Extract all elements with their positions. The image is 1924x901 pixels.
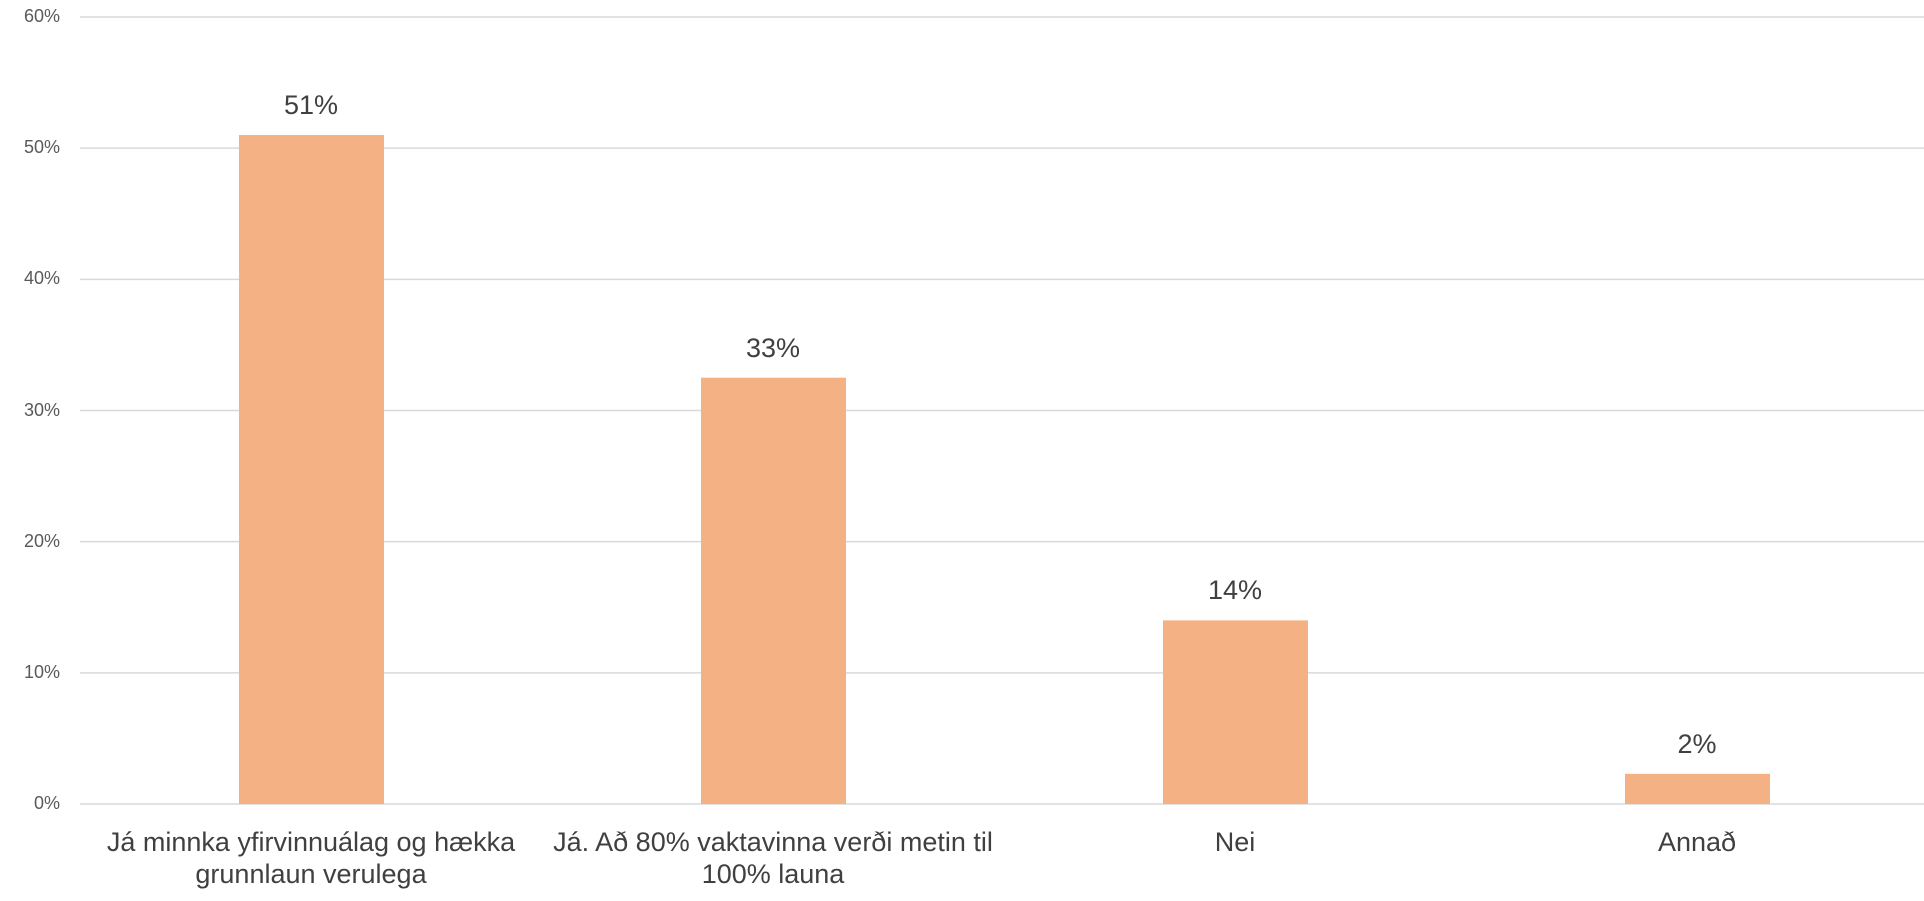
- y-tick-label: 20%: [23, 530, 60, 551]
- bar: [239, 135, 384, 805]
- y-tick-label: 30%: [23, 399, 60, 420]
- x-tick-label: Nei: [1214, 827, 1256, 857]
- y-tick-label: 60%: [23, 6, 60, 27]
- data-label: 51%: [283, 90, 339, 121]
- y-tick-label: 0%: [33, 793, 60, 814]
- x-tick-label: Já. Að 80% vaktavinna verði metin til 10…: [553, 827, 993, 890]
- data-label: 14%: [1207, 575, 1263, 606]
- bar: [701, 377, 846, 804]
- bar: [1625, 773, 1770, 804]
- data-label: 33%: [745, 332, 801, 363]
- x-tick-label: Annað: [1657, 827, 1737, 857]
- y-tick-label: 10%: [23, 662, 60, 683]
- data-label: 2%: [1677, 728, 1717, 759]
- x-tick-label: Já minnka yfirvinnuálag og hækka grunnla…: [106, 827, 516, 890]
- bar: [1163, 620, 1308, 804]
- y-tick-label: 40%: [23, 268, 60, 289]
- y-tick-label: 50%: [23, 137, 60, 158]
